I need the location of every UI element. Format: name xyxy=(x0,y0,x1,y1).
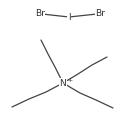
Text: Br: Br xyxy=(95,9,105,18)
Text: N: N xyxy=(60,78,66,87)
Text: Br: Br xyxy=(35,9,45,18)
Text: I: I xyxy=(68,12,70,21)
Text: +: + xyxy=(67,78,73,83)
